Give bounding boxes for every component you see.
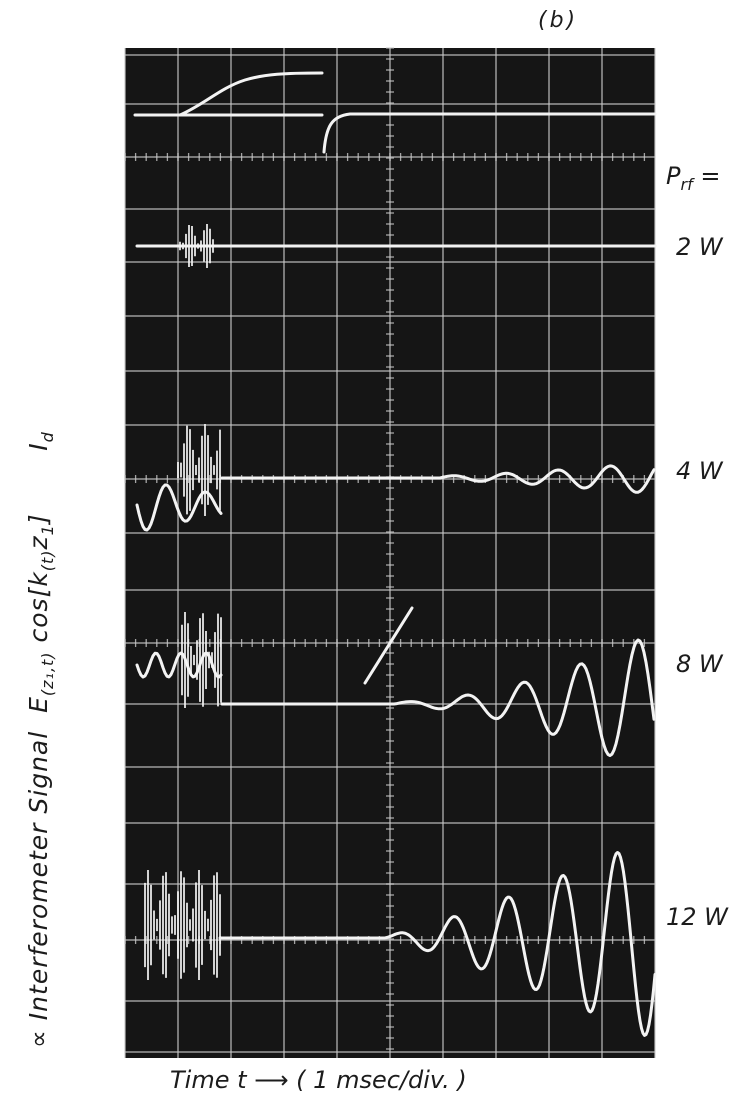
y-label-cos: cos[k: [24, 571, 53, 643]
y-label-cos-end: ]: [24, 513, 53, 525]
prf-sub: rf: [680, 174, 693, 194]
trace-4w-burst: [177, 424, 221, 516]
panel-label: (b): [538, 8, 579, 33]
trace-8w: [220, 638, 656, 757]
prf-p: P: [666, 162, 681, 190]
power-label-8w: 8 W: [676, 650, 723, 678]
prf-label: Prf =: [666, 162, 720, 194]
prf-eq: =: [700, 162, 721, 190]
y-axis-label: ∝ Interferometer Signal E(z₁,t) cos[k(t)…: [24, 48, 57, 1048]
y-label-interferometer: ∝ Interferometer Signal: [24, 730, 53, 1048]
trace-4w: [220, 464, 656, 494]
scope-grid: [124, 47, 656, 1058]
x-axis-label: Time t ⟶ ( 1 msec/div. ): [170, 1066, 467, 1094]
trace-discharge-current-rise: [133, 71, 324, 117]
power-label-4w: 4 W: [676, 457, 723, 485]
y-label-cos-mid: z: [24, 535, 53, 550]
trace-8w-glitch: [363, 606, 414, 685]
y-label-e: E: [24, 696, 53, 713]
power-label-12w: 12 W: [666, 903, 728, 931]
y-label-id: I: [24, 442, 53, 451]
trace-4w-early-left: [135, 483, 223, 532]
trace-12w-burst: [144, 870, 221, 980]
y-label-id-sub: d: [38, 431, 57, 443]
power-label-2w: 2 W: [676, 233, 723, 261]
y-label-cos-sub2: 1: [38, 524, 57, 536]
y-label-cos-sub1: (t): [38, 549, 57, 572]
trace-12w: [218, 851, 657, 1037]
trace-8w-early-left: [135, 651, 223, 679]
y-label-e-sub: (z₁,t): [38, 651, 57, 697]
trace-discharge-current-reappear: [322, 112, 657, 154]
scope-traces: [133, 71, 657, 1037]
